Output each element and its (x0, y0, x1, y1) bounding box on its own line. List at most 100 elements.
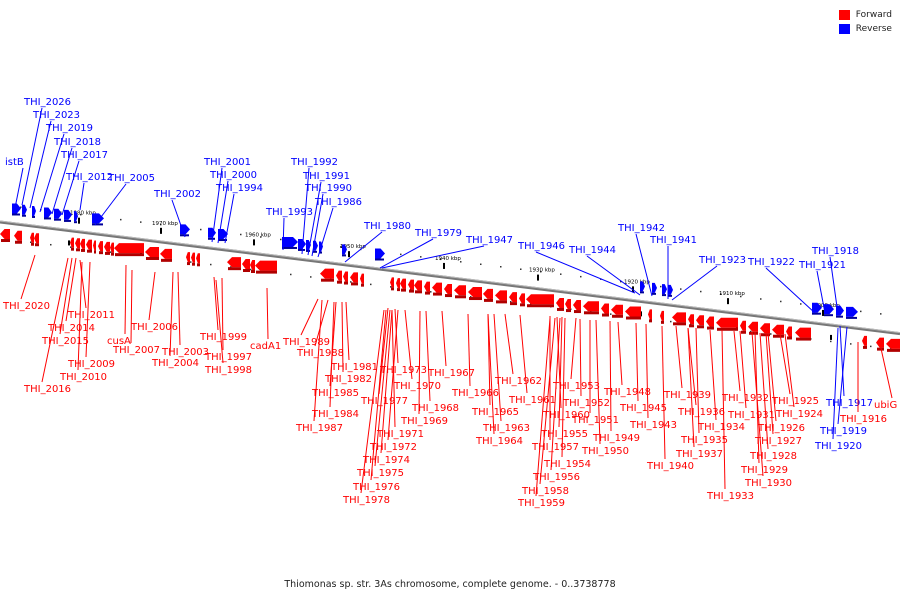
gene-leader-thi-1937 (687, 327, 695, 448)
scale-dot (20, 206, 22, 208)
gene-label-istb: istB (5, 157, 24, 168)
gene-leader-thi-1968 (425, 310, 431, 402)
scale-dot (120, 218, 122, 221)
gene-label-thi-1952: THI_1952 (562, 398, 610, 409)
gene-leader-thi-1998 (215, 279, 224, 364)
gene-leader-thi-1986 (317, 207, 334, 258)
gene-leader-thi-1948 (617, 321, 623, 386)
forward-gene-box (625, 306, 641, 317)
gene-leader-thi-1928 (759, 332, 769, 450)
scale-dot (280, 238, 282, 241)
gene-label-thi-2017: THI_2017 (60, 150, 108, 161)
gene-label-thi-1930: THI_1930 (744, 478, 792, 489)
forward-gene-box (98, 241, 103, 252)
forward-gene-box (250, 260, 255, 270)
forward-gene-box (396, 278, 400, 289)
reverse-gene-box-shadow (22, 214, 26, 217)
forward-gene-box-shadow (361, 283, 364, 287)
scale-dot (470, 296, 472, 298)
gene-label-thi-1993: THI_1993 (265, 207, 313, 218)
forward-gene-box-shadow (99, 251, 103, 255)
gene-leader-thi-1918 (829, 256, 839, 315)
chromosome-axis-highlight (0, 220, 900, 334)
forward-gene-box-shadow (707, 326, 714, 330)
gene-label-cada1: cadA1 (250, 341, 281, 352)
forward-gene-box-shadow (251, 270, 255, 273)
forward-gene-box-shadow (697, 325, 704, 329)
gene-label-thi-1959: THI_1959 (517, 498, 565, 509)
reverse-gene-box-shadow (640, 291, 644, 294)
gene-leader-cusa (124, 264, 127, 335)
reverse-gene-box-shadow (824, 314, 833, 317)
gene-label-thi-2012: THI_2012 (65, 172, 113, 183)
reverse-gene-box-shadow (662, 294, 666, 297)
kbp-tick-lower (830, 334, 832, 340)
reverse-gene-box (32, 205, 36, 216)
forward-gene-box (186, 252, 190, 263)
forward-gene-box (34, 233, 39, 244)
reverse-gene-box (44, 207, 52, 218)
gene-label-thi-2004: THI_2004 (151, 358, 199, 369)
gene-label-thi-1989: THI_1989 (282, 337, 330, 348)
gene-label-thi-1974: THI_1974 (362, 455, 410, 466)
forward-gene-box (432, 282, 442, 293)
gene-leader-thi-2002 (171, 199, 186, 238)
forward-gene-box-shadow (887, 348, 900, 352)
gene-leader-thi-1950 (595, 319, 601, 445)
forward-gene-box-shadow (192, 262, 195, 266)
gene-leader-thi-1921 (816, 270, 826, 314)
kbp-label: 1970 kbp (152, 221, 178, 227)
reverse-gene-box-shadow (74, 221, 77, 224)
forward-gene-box (30, 232, 34, 243)
gene-leader-thi-2004 (169, 271, 174, 357)
gene-leader-thi-1925 (779, 333, 791, 395)
gene-label-thi-2011: THI_2011 (67, 310, 115, 321)
forward-gene-box-shadow (87, 249, 92, 253)
forward-gene-box-shadow (496, 300, 507, 304)
gene-leader-thi-1935 (695, 327, 700, 434)
scale-dot (500, 266, 502, 268)
gene-label-thi-1968: THI_1968 (411, 403, 459, 414)
gene-label-thi-1944: THI_1944 (568, 245, 616, 256)
forward-gene-box-shadow (661, 320, 664, 324)
gene-label-thi-1992: THI_1992 (290, 157, 338, 168)
forward-gene-box (75, 238, 80, 249)
forward-gene-box (343, 271, 348, 282)
scale-dot (850, 343, 852, 345)
scale-dot (720, 293, 722, 295)
forward-gene-box-shadow (321, 278, 334, 282)
gene-label-thi-1942: THI_1942 (617, 223, 665, 234)
gene-label-thi-1960: THI_1960 (542, 410, 590, 421)
forward-gene-box-shadow (510, 302, 517, 306)
gene-label-thi-1946: THI_1946 (517, 241, 565, 252)
scale-dot (660, 285, 662, 288)
gene-label-thi-2001: THI_2001 (203, 157, 251, 168)
forward-gene-box (390, 277, 394, 288)
scale-dot (350, 281, 352, 283)
gene-label-thi-1981: THI_1981 (330, 362, 378, 373)
gene-leader-thi-1931 (739, 330, 747, 409)
legend-swatch-reverse (838, 24, 850, 34)
scale-dot (620, 280, 622, 283)
forward-gene-box-shadow (344, 281, 348, 285)
scale-dot (70, 246, 72, 248)
gene-leader-thi-1919 (837, 326, 848, 425)
gene-leader-thi-2018 (51, 147, 73, 215)
forward-gene-box-shadow (626, 316, 641, 320)
gene-label-thi-2014: THI_2014 (47, 323, 95, 334)
reverse-gene-box (640, 281, 645, 292)
forward-gene-box-shadow (527, 304, 554, 308)
gene-label-thi-1922: THI_1922 (747, 257, 795, 268)
gene-leader-thi-2014 (65, 257, 77, 322)
gene-label-thi-1990: THI_1990 (304, 183, 352, 194)
gene-leader-thi-1926 (767, 332, 777, 422)
gene-leader-thi-1927 (765, 332, 774, 435)
reverse-gene-box-shadow (375, 258, 384, 261)
legend-item-reverse: Reverse (838, 22, 892, 36)
chromosome-axis (0, 220, 900, 336)
legend-item-forward: Forward (838, 8, 892, 22)
gene-leader-thi-1943 (645, 323, 649, 419)
forward-gene-box (400, 278, 406, 289)
gene-leader-cada1 (266, 287, 269, 340)
